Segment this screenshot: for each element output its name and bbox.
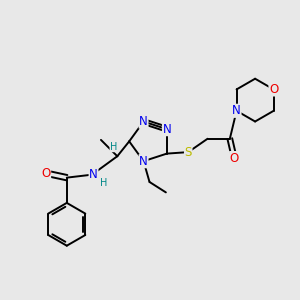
Text: H: H — [100, 178, 107, 188]
Text: N: N — [139, 115, 148, 128]
Text: N: N — [89, 168, 98, 181]
Text: O: O — [269, 83, 278, 96]
Text: N: N — [139, 155, 148, 168]
Text: O: O — [41, 167, 51, 180]
Text: S: S — [184, 146, 192, 159]
Text: N: N — [163, 123, 171, 136]
Text: H: H — [110, 142, 117, 152]
Text: N: N — [232, 104, 241, 117]
Text: O: O — [230, 152, 239, 165]
